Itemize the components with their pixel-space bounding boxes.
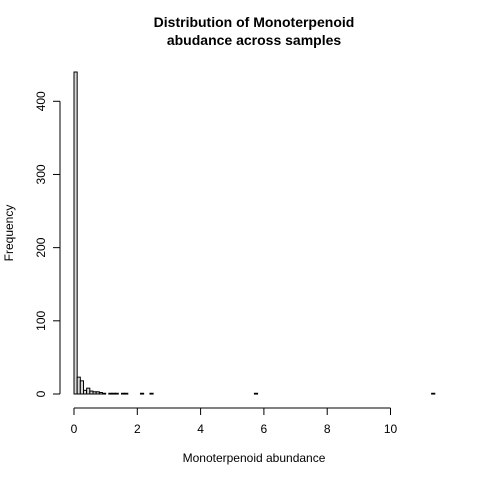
y-axis: 0 100 200 300 400: [34, 91, 61, 397]
histogram-bar-18: [139, 392, 145, 395]
x-tick-label-8: 8: [324, 422, 331, 436]
histogram-bar-16: [124, 392, 129, 395]
chart-title-line-2: abudance across samples: [167, 32, 342, 48]
histogram-bar-13: [114, 392, 119, 395]
x-tick-label-6: 6: [261, 422, 268, 436]
y-tick-label-0: 0: [34, 390, 48, 397]
x-tick-label-0: 0: [71, 422, 78, 436]
histogram-bar-19: [149, 392, 154, 395]
x-tick-label-10: 10: [384, 422, 398, 436]
y-tick-label-400: 400: [34, 91, 48, 111]
y-tick-label-100: 100: [34, 310, 48, 330]
histogram-bar-21: [431, 392, 436, 395]
x-tick-label-2: 2: [134, 422, 141, 436]
y-tick-label-300: 300: [34, 164, 48, 184]
x-axis: 0 2 4 6 8 10: [71, 407, 398, 436]
histogram-bars: [73, 71, 436, 395]
histogram-bar-9: [101, 392, 107, 395]
y-tick-label-200: 200: [34, 237, 48, 257]
x-tick-label-4: 4: [197, 422, 204, 436]
histogram-bar-20: [253, 392, 259, 395]
y-axis-label: Frequency: [2, 205, 16, 262]
x-axis-label: Monoterpenoid abundance: [183, 451, 326, 465]
histogram-bar-2: [79, 380, 85, 395]
histogram-bar-0: [73, 71, 78, 395]
chart-title-line-1: Distribution of Monoterpenoid: [154, 14, 355, 30]
